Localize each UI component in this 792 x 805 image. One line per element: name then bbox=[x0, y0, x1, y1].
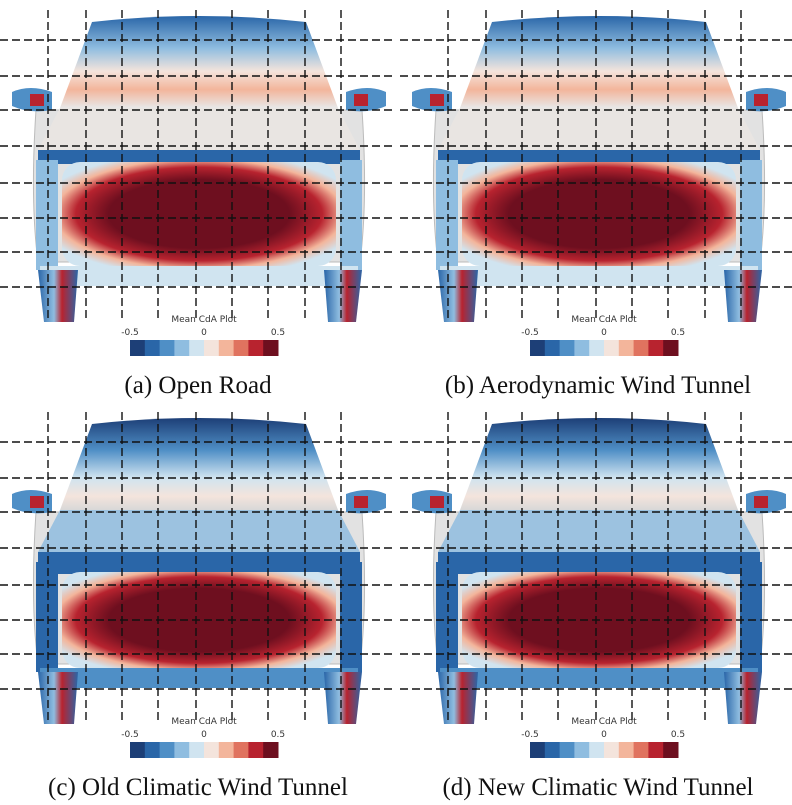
colorbar-segment bbox=[248, 742, 263, 758]
colorbar-segment bbox=[189, 340, 204, 356]
colorbar-tick-label: -0.5 bbox=[121, 328, 139, 338]
mirror-right-tip bbox=[754, 94, 768, 106]
panel: Mean CdA Plot -0.5 0 0.5 (b) Aerodynamic Win… bbox=[400, 10, 792, 399]
colorbar-segment bbox=[545, 742, 560, 758]
colorbar-segment bbox=[263, 340, 278, 356]
lower-band bbox=[40, 266, 358, 286]
wheel-right bbox=[724, 672, 762, 724]
colorbar-segment bbox=[189, 742, 204, 758]
colorbar-segment bbox=[174, 742, 189, 758]
caption: (b) Aerodynamic Wind Tunnel bbox=[445, 372, 751, 399]
colorbar-tick-label: 0 bbox=[601, 328, 607, 338]
panel: Mean CdA Plot -0.5 0 0.5 (c) Old Climatic Wi… bbox=[0, 412, 396, 801]
colorbar-segment bbox=[145, 742, 160, 758]
colorbar-title: Mean CdA Plot bbox=[171, 717, 237, 727]
mirror-right-tip bbox=[354, 94, 368, 106]
colorbar-segment bbox=[560, 742, 575, 758]
colorbar-tick-label: -0.5 bbox=[521, 328, 539, 338]
panel: Mean CdA Plot -0.5 0 0.5 (d) New Climatic Wi… bbox=[400, 412, 792, 801]
colorbar-segment bbox=[204, 340, 219, 356]
colorbar-tick-label: -0.5 bbox=[121, 730, 139, 740]
wheel-left bbox=[38, 270, 78, 322]
wheel-left bbox=[438, 672, 478, 724]
colorbar-segment bbox=[219, 742, 234, 758]
wheel-right bbox=[724, 270, 762, 322]
lower-band bbox=[40, 668, 358, 688]
colorbar-segment bbox=[604, 742, 619, 758]
side-left bbox=[436, 160, 458, 270]
windshield bbox=[460, 418, 738, 510]
side-right bbox=[740, 160, 762, 270]
colorbar-segment bbox=[663, 340, 678, 356]
side-left bbox=[436, 562, 458, 672]
side-right bbox=[340, 160, 362, 270]
colorbar-segment bbox=[634, 742, 649, 758]
caption: (a) Open Road bbox=[124, 372, 272, 399]
panel: Mean CdA Plot -0.5 0 0.5 (a) Open Road bbox=[0, 10, 396, 399]
lower-band bbox=[440, 668, 758, 688]
wheel-left bbox=[438, 270, 478, 322]
colorbar-segment bbox=[234, 340, 249, 356]
windshield bbox=[460, 16, 738, 108]
colorbar-segment bbox=[604, 340, 619, 356]
colorbar-tick-label: 0.5 bbox=[271, 730, 285, 740]
colorbar-tick-label: -0.5 bbox=[521, 730, 539, 740]
colorbar-segment bbox=[648, 340, 663, 356]
wheel-right bbox=[324, 672, 362, 724]
colorbar-segment bbox=[634, 340, 649, 356]
colorbar-segment bbox=[545, 340, 560, 356]
colorbar-segment bbox=[589, 340, 604, 356]
colorbar-tick-label: 0 bbox=[601, 730, 607, 740]
colorbar-segment bbox=[530, 340, 545, 356]
colorbar-segment bbox=[663, 742, 678, 758]
mirror-right-tip bbox=[354, 496, 368, 508]
figure: Mean CdA Plot-0.500.5(a) Open RoadMean C… bbox=[0, 0, 792, 805]
colorbar-title: Mean CdA Plot bbox=[171, 315, 237, 325]
colorbar-segment bbox=[248, 340, 263, 356]
colorbar-title: Mean CdA Plot bbox=[571, 717, 637, 727]
wheel-left bbox=[38, 672, 78, 724]
colorbar-segment bbox=[530, 742, 545, 758]
colorbar-segment bbox=[174, 340, 189, 356]
colorbar-segment bbox=[560, 340, 575, 356]
grille bbox=[462, 162, 736, 266]
mirror-right-tip bbox=[754, 496, 768, 508]
colorbar-tick-label: 0.5 bbox=[271, 328, 285, 338]
windshield bbox=[60, 418, 338, 510]
colorbar-title: Mean CdA Plot bbox=[571, 315, 637, 325]
colorbar-segment bbox=[145, 340, 160, 356]
colorbar-segment bbox=[160, 742, 175, 758]
windshield bbox=[60, 16, 338, 108]
colorbar-segment bbox=[619, 742, 634, 758]
caption: (c) Old Climatic Wind Tunnel bbox=[48, 774, 348, 801]
wheel-right bbox=[324, 270, 362, 322]
side-right bbox=[740, 562, 762, 672]
side-right bbox=[340, 562, 362, 672]
mirror-left-tip bbox=[430, 496, 444, 508]
grille bbox=[62, 162, 336, 266]
colorbar-segment bbox=[130, 742, 145, 758]
colorbar-segment bbox=[204, 742, 219, 758]
colorbar-tick-label: 0.5 bbox=[671, 730, 685, 740]
colorbar-segment bbox=[648, 742, 663, 758]
side-left bbox=[36, 562, 58, 672]
colorbar-tick-label: 0.5 bbox=[671, 328, 685, 338]
colorbar-tick-label: 0 bbox=[201, 730, 207, 740]
mirror-left-tip bbox=[30, 496, 44, 508]
colorbar-segment bbox=[619, 340, 634, 356]
colorbar-segment bbox=[130, 340, 145, 356]
colorbar-segment bbox=[263, 742, 278, 758]
lower-band bbox=[440, 266, 758, 286]
caption: (d) New Climatic Wind Tunnel bbox=[442, 774, 753, 801]
colorbar-tick-label: 0 bbox=[201, 328, 207, 338]
colorbar-segment bbox=[234, 742, 249, 758]
mirror-left-tip bbox=[430, 94, 444, 106]
colorbar-segment bbox=[574, 340, 589, 356]
colorbar-segment bbox=[589, 742, 604, 758]
colorbar-segment bbox=[160, 340, 175, 356]
side-left bbox=[36, 160, 58, 270]
colorbar-segment bbox=[574, 742, 589, 758]
colorbar-segment bbox=[219, 340, 234, 356]
mirror-left-tip bbox=[30, 94, 44, 106]
